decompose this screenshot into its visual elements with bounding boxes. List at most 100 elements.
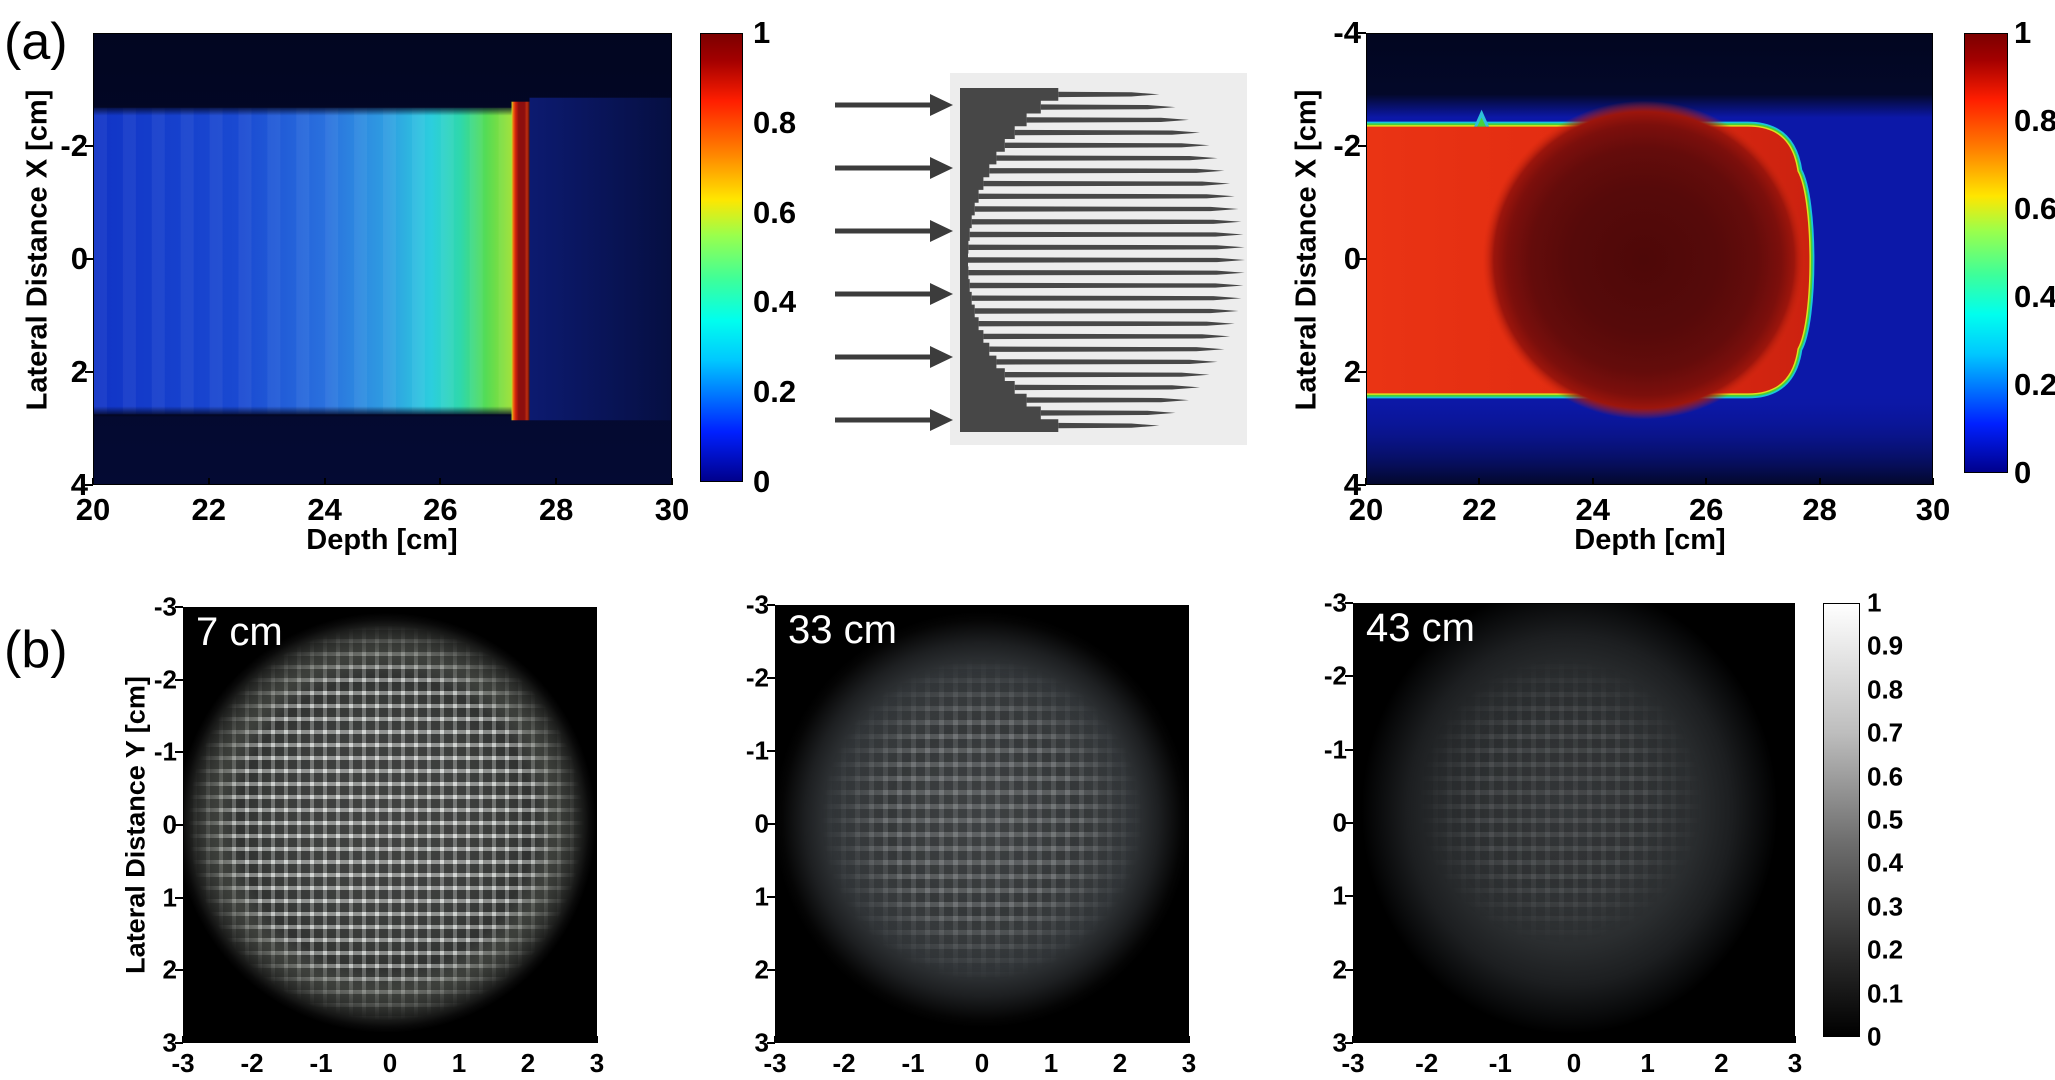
- tick-label: -2: [153, 664, 177, 695]
- tick-label: 0: [1343, 241, 1361, 276]
- tick-label: 1: [753, 15, 771, 50]
- tick-label: 0.1: [1867, 978, 1904, 1009]
- modulator-pin: [974, 206, 1239, 212]
- a2-x-axis-label: Depth [cm]: [1574, 524, 1726, 556]
- tick-label: 2: [1343, 354, 1361, 389]
- tick-mark: [1818, 478, 1821, 485]
- tick-mark: [1358, 258, 1366, 260]
- range-modulator-illustration: [835, 73, 1247, 445]
- modulator-pin: [1014, 129, 1200, 136]
- modulator-pin: [971, 295, 1242, 301]
- tick-mark: [85, 258, 93, 260]
- tick-label: 4: [1343, 467, 1361, 502]
- tick-label: 1: [754, 881, 769, 912]
- tick-label: 0.8: [2014, 103, 2055, 138]
- tick-mark: [767, 750, 775, 752]
- tick-label: 24: [307, 492, 342, 527]
- tick-label: -1: [153, 736, 177, 767]
- tick-label: 3: [1332, 1027, 1347, 1058]
- sobp-dose-heatmap-canvas: [1367, 34, 1932, 484]
- tick-label: 28: [538, 492, 574, 527]
- modulator-pin: [989, 168, 1225, 174]
- fluence-image-33cm: 33 cm: [775, 605, 1189, 1043]
- tick-mark: [981, 1036, 983, 1043]
- tick-mark: [1352, 1036, 1354, 1043]
- tick-label: 26: [1688, 492, 1724, 527]
- a1-band-bottom-edge: [94, 406, 516, 417]
- modulator-pin: [1026, 117, 1189, 123]
- tick-mark: [85, 145, 93, 147]
- tick-mark: [671, 478, 673, 485]
- tick-label: -3: [171, 1048, 195, 1078]
- modulator-pin: [969, 231, 1244, 238]
- tick-label: 1: [1867, 587, 1882, 618]
- tick-mark: [1573, 1036, 1575, 1043]
- tick-label: -2: [745, 662, 769, 693]
- tick-mark: [182, 1036, 184, 1043]
- tick-label: 0: [974, 1048, 990, 1078]
- tick-label: 2: [520, 1048, 536, 1078]
- tick-label: 3: [589, 1048, 605, 1078]
- a2-y-axis-label: Lateral Distance X [cm]: [1290, 89, 1323, 411]
- tick-mark: [1119, 1036, 1121, 1043]
- tick-mark: [175, 1042, 183, 1044]
- tick-mark: [1345, 895, 1353, 898]
- fluence-image-43cm: 43 cm: [1353, 603, 1795, 1043]
- modulator-pin: [968, 257, 1245, 263]
- tick-mark: [1358, 484, 1366, 486]
- tick-label: 28: [1802, 492, 1837, 527]
- modulator-pin: [971, 219, 1242, 225]
- tick-label: 20: [1348, 492, 1384, 527]
- fluence-33cm-pin-grid: [776, 606, 1188, 1042]
- a1-colorbar: [700, 33, 743, 482]
- modulator-pin: [1004, 142, 1210, 148]
- tick-label: -1: [309, 1048, 333, 1078]
- tick-label: -2: [1333, 128, 1361, 163]
- modulator-pin: [969, 282, 1244, 289]
- modulator-pin: [1004, 372, 1210, 378]
- tick-mark: [1365, 478, 1367, 485]
- fluence-33cm-spot: [776, 606, 1188, 1042]
- tick-mark: [527, 1036, 529, 1043]
- tick-label: 0.4: [1867, 847, 1904, 878]
- tick-label: 0.2: [2014, 367, 2055, 402]
- tick-mark: [1345, 602, 1353, 604]
- tick-mark: [1499, 1036, 1502, 1043]
- modulator-pin: [996, 155, 1218, 161]
- tick-label: 22: [1462, 492, 1497, 527]
- pristine-dose-heatmap: [93, 33, 672, 485]
- beam-arrow-head: [930, 220, 953, 242]
- tick-mark: [1478, 478, 1481, 485]
- tick-label: 24: [1575, 492, 1611, 527]
- tick-label: 0.3: [1867, 891, 1904, 922]
- tick-label: 2: [754, 954, 769, 985]
- tick-mark: [767, 604, 775, 606]
- tick-mark: [92, 478, 94, 485]
- tick-label: 2: [1714, 1048, 1729, 1078]
- tick-label: 0.4: [753, 284, 797, 320]
- tick-mark: [1188, 1036, 1190, 1043]
- tick-mark: [458, 1036, 460, 1043]
- tick-label: 1: [1332, 880, 1347, 911]
- tick-label: 3: [162, 1027, 177, 1058]
- tick-label: 3: [1787, 1048, 1803, 1078]
- tick-label: 3: [754, 1027, 769, 1058]
- tick-mark: [1358, 371, 1366, 373]
- tick-mark: [767, 823, 775, 825]
- tick-label: -3: [1323, 587, 1347, 618]
- tick-mark: [175, 824, 183, 826]
- tick-mark: [439, 478, 442, 485]
- tick-label: 2: [1332, 954, 1347, 985]
- tick-label: -4: [1333, 15, 1361, 50]
- tick-label: 0.6: [1867, 761, 1904, 792]
- tick-label: 0.8: [753, 104, 797, 140]
- tick-label: 1: [2014, 15, 2032, 50]
- tick-label: 0: [382, 1048, 398, 1078]
- tick-mark: [207, 478, 210, 485]
- a1-band-top-edge: [94, 105, 516, 116]
- tick-mark: [1345, 1042, 1353, 1044]
- a1-bragg-peak-strip: [511, 101, 530, 421]
- tick-label: 30: [1915, 492, 1951, 527]
- tick-label: 0: [162, 809, 177, 840]
